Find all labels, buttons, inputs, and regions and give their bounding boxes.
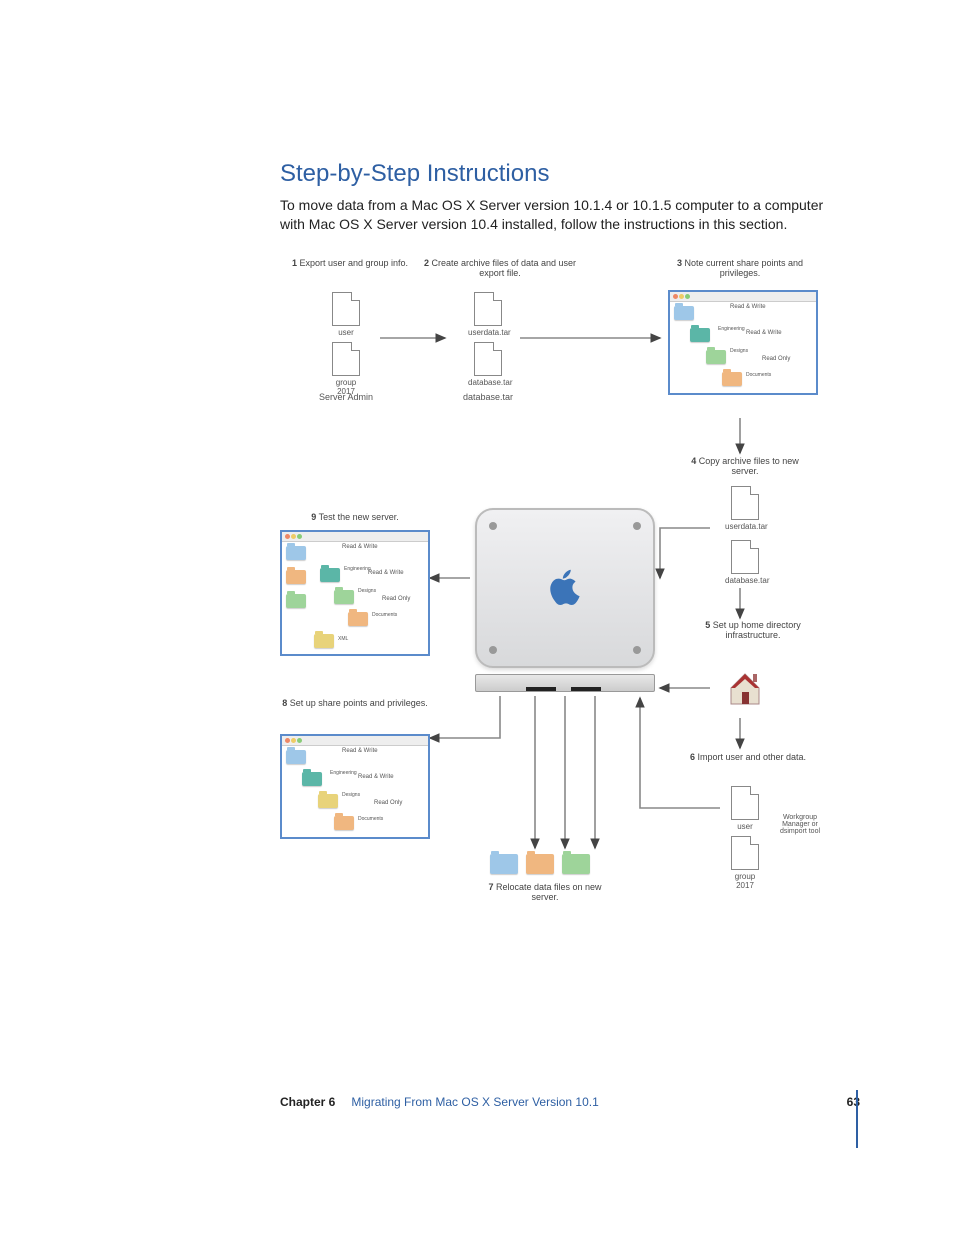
folder-icon xyxy=(348,612,368,626)
caption-database: database.tar xyxy=(456,392,520,402)
window-step-9: Read & Write Engineering Read & Write De… xyxy=(280,530,430,656)
folder-icon xyxy=(286,750,306,764)
document-icon xyxy=(731,486,759,520)
server-rack xyxy=(475,674,655,692)
document-icon xyxy=(474,342,502,376)
step-8-label: 8 Set up share points and privileges. xyxy=(280,698,430,708)
document-icon xyxy=(731,786,759,820)
file-database-2: database.tar xyxy=(725,540,765,585)
folder-icon xyxy=(674,306,694,320)
folder-icon xyxy=(320,568,340,582)
step-9-label: 9 Test the new server. xyxy=(280,512,430,522)
folder-icon xyxy=(490,854,518,874)
file-user-2: user xyxy=(725,786,765,831)
file-group-2: group 2017 xyxy=(725,836,765,890)
intro-paragraph: To move data from a Mac OS X Server vers… xyxy=(280,196,834,234)
step-2-label: 2 Create archive files of data and user … xyxy=(420,258,580,278)
page-heading: Step-by-Step Instructions xyxy=(280,160,834,188)
page-footer: Chapter 6 Migrating From Mac OS X Server… xyxy=(280,1095,860,1109)
file-database-1: database.tar xyxy=(468,342,508,387)
document-icon xyxy=(731,540,759,574)
folder-icon xyxy=(706,350,726,364)
file-user: user xyxy=(326,292,366,337)
folder-icon xyxy=(722,372,742,386)
apple-logo-icon xyxy=(542,565,592,615)
folder-icon xyxy=(334,816,354,830)
migration-diagram: 1 Export user and group info. user group… xyxy=(280,258,840,938)
step-7-label: 7 Relocate data files on new server. xyxy=(480,882,610,902)
file-userdata-1: userdata.tar xyxy=(468,292,508,337)
step-1-label: 1 Export user and group info. xyxy=(280,258,420,268)
caption-server-admin: Server Admin xyxy=(310,392,382,402)
document-icon xyxy=(474,292,502,326)
house-icon xyxy=(725,668,765,708)
file-group: group 2017 xyxy=(326,342,366,396)
footer-title: Migrating From Mac OS X Server Version 1… xyxy=(351,1095,598,1109)
step-3-label: 3 Note current share points and privileg… xyxy=(660,258,820,278)
folder-icon xyxy=(286,594,306,608)
folder-icon xyxy=(286,570,306,584)
folder-icon xyxy=(314,634,334,648)
folder-icon xyxy=(302,772,322,786)
folder-icon xyxy=(334,590,354,604)
folder-icon xyxy=(318,794,338,808)
document-icon xyxy=(332,292,360,326)
caption-wg-tool: Workgroup Manager or dsimport tool xyxy=(770,814,830,835)
step-5-label: 5 Set up home directory infrastructure. xyxy=(688,620,818,640)
footer-rule xyxy=(856,1090,858,1148)
folder-icon xyxy=(690,328,710,342)
document-icon xyxy=(731,836,759,870)
step-4-label: 4 Copy archive files to new server. xyxy=(680,456,810,476)
window-step-8: Read & Write Engineering Read & Write De… xyxy=(280,734,430,839)
file-userdata-2: userdata.tar xyxy=(725,486,765,531)
footer-chapter: Chapter 6 xyxy=(280,1095,335,1109)
folder-icon xyxy=(286,546,306,560)
step-6-label: 6 Import user and other data. xyxy=(688,752,808,762)
window-step-3: Read & Write Engineering Read & Write De… xyxy=(668,290,818,395)
folder-icon xyxy=(562,854,590,874)
server-illustration xyxy=(475,508,655,668)
document-icon xyxy=(332,342,360,376)
folder-icon xyxy=(526,854,554,874)
